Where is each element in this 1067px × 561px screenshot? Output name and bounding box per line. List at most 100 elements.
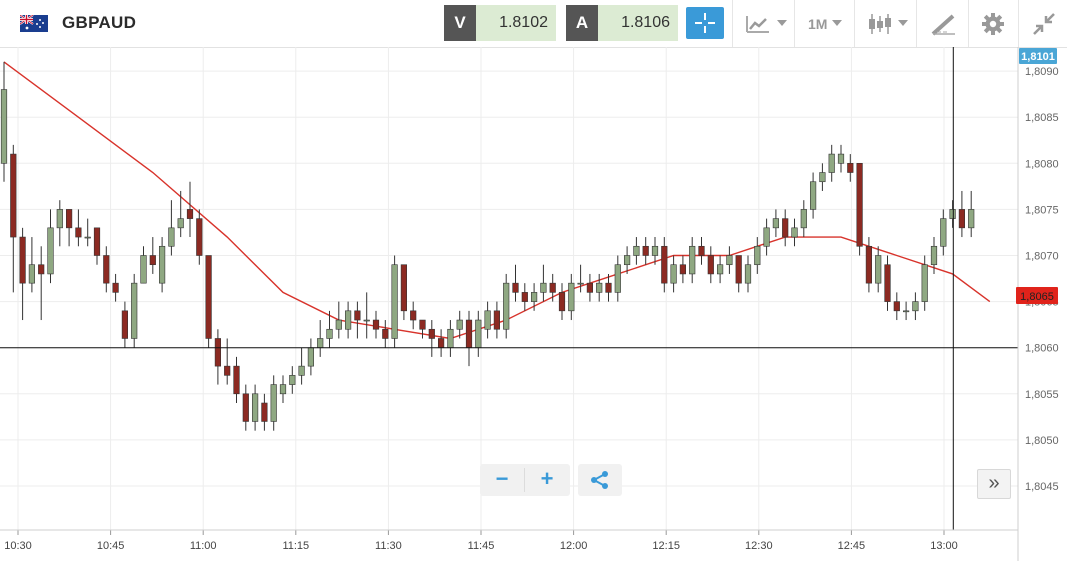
candle-body-down xyxy=(865,245,872,284)
candle-body-down xyxy=(847,163,854,173)
candle-body-up xyxy=(363,319,370,322)
candle-body-down xyxy=(465,319,473,349)
candle xyxy=(38,246,45,321)
candlestick-icon xyxy=(869,14,891,34)
candle xyxy=(177,190,184,238)
candle-body-up xyxy=(930,245,938,266)
price-chart[interactable]: 1,8045 1,8050 1,8055 1,8060 1,8065 1,8070 1,80… xyxy=(0,47,1067,561)
candle-body-up xyxy=(503,282,510,330)
candle-body-up xyxy=(252,393,259,422)
candle xyxy=(837,144,845,173)
zoom-in-button[interactable]: + xyxy=(525,464,569,496)
price-tags: 1,8101 1,8065 xyxy=(1016,48,1058,304)
candle xyxy=(847,154,854,182)
candle xyxy=(186,181,194,238)
candle-body-up xyxy=(819,172,826,183)
candle xyxy=(586,273,593,302)
settings-button[interactable] xyxy=(968,0,1019,47)
candle xyxy=(56,200,63,247)
candle-body-down xyxy=(214,338,222,367)
candle-body-up xyxy=(140,255,147,284)
candle-style-button[interactable] xyxy=(854,0,917,47)
candle xyxy=(233,356,240,404)
gear-icon xyxy=(982,13,1004,35)
candle-body-down xyxy=(679,264,686,275)
candle xyxy=(549,273,556,302)
candle-body-up xyxy=(530,292,538,302)
candle-body-down xyxy=(10,153,17,238)
candle-body-up xyxy=(475,319,482,349)
zoom-out-button[interactable]: − xyxy=(480,464,524,496)
candle xyxy=(568,273,575,321)
candle-body-down xyxy=(698,245,705,256)
candle xyxy=(921,255,928,311)
candle-body-down xyxy=(782,218,789,238)
share-icon xyxy=(591,471,608,489)
candle-body-up xyxy=(689,245,696,275)
candle-body-down xyxy=(196,218,203,256)
top-toolbar: GBPAUD V 1.8102 A 1.8106 1M xyxy=(0,0,1067,48)
candle-body-down xyxy=(558,292,566,312)
candle-body-down xyxy=(149,255,156,266)
scroll-right-button[interactable]: » xyxy=(977,469,1011,499)
candle-body-up xyxy=(763,227,770,247)
candle-body-up xyxy=(540,282,547,293)
candle xyxy=(642,237,649,265)
ma-price-tag-label: 1,8065 xyxy=(1020,291,1054,303)
candle xyxy=(782,209,789,247)
candle xyxy=(317,320,324,357)
candle-body-up xyxy=(456,319,463,330)
collapse-button[interactable] xyxy=(1018,0,1067,47)
candle-body-down xyxy=(93,227,101,256)
candle xyxy=(661,237,668,293)
chart-type-line-button[interactable] xyxy=(732,0,795,47)
candle-body-down xyxy=(19,236,26,284)
candle-body-down xyxy=(242,393,249,422)
timeframe-button[interactable]: 1M xyxy=(794,0,855,47)
candle-body-up xyxy=(307,347,315,367)
candle xyxy=(475,310,482,357)
y-tick-label: 1,8060 xyxy=(1025,343,1059,355)
candle-body-down xyxy=(410,310,417,321)
candle xyxy=(512,264,519,302)
candle-body-down xyxy=(521,292,528,302)
ma-price-tag-bg xyxy=(1016,287,1058,304)
candle xyxy=(893,292,900,321)
candle-body-up xyxy=(447,328,454,349)
candle xyxy=(326,310,333,348)
share-button[interactable] xyxy=(578,464,622,496)
candle xyxy=(791,218,798,247)
candle xyxy=(447,320,454,357)
x-tick-label: 11:15 xyxy=(282,540,309,552)
x-tick-label: 12:45 xyxy=(838,540,866,552)
ma-price-tag: 1,8065 xyxy=(1016,287,1058,304)
candle xyxy=(363,292,370,339)
candle-body-down xyxy=(233,365,240,395)
candle xyxy=(75,209,82,247)
candle-body-down xyxy=(642,245,649,256)
collapse-icon xyxy=(1033,13,1055,35)
y-tick-label: 1,8080 xyxy=(1025,158,1059,170)
candle xyxy=(744,255,752,293)
candle xyxy=(261,393,268,431)
candle-body-down xyxy=(382,328,389,339)
zoom-out-icon: − xyxy=(495,466,509,491)
candle-body-up xyxy=(47,227,54,275)
candle xyxy=(958,190,965,238)
candle xyxy=(949,200,956,228)
candle xyxy=(0,61,8,182)
crosshair-button[interactable] xyxy=(686,7,724,39)
candle xyxy=(884,255,891,311)
candle xyxy=(242,384,249,431)
crosshair-lines xyxy=(0,47,1018,530)
candle-body-up xyxy=(577,282,584,285)
candle xyxy=(224,338,231,385)
chevron-down-icon xyxy=(832,20,842,26)
candle xyxy=(865,237,872,293)
candle xyxy=(809,172,817,219)
candle xyxy=(400,264,408,321)
candle-body-up xyxy=(326,328,333,339)
draw-tool-button[interactable] xyxy=(916,0,969,47)
candle xyxy=(521,283,528,311)
candles xyxy=(0,61,975,431)
